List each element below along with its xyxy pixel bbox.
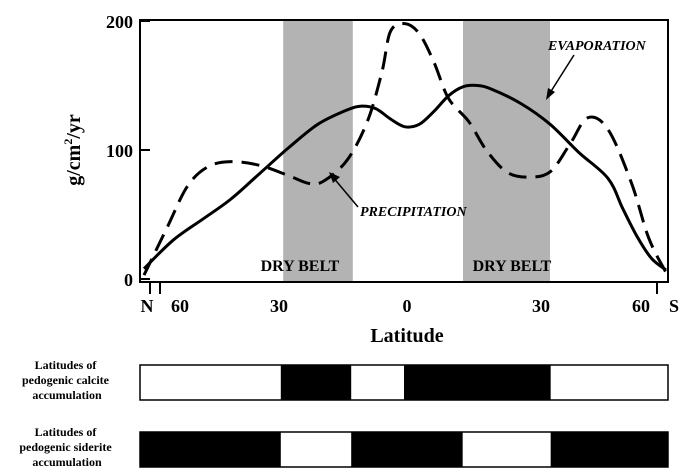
x-tick-label-30s: 30 <box>532 296 550 316</box>
calcite-label-line-3: accumulation <box>32 388 102 402</box>
siderite-bar-segment-2 <box>280 432 352 467</box>
evaporation-annotation: EVAPORATION <box>547 39 647 54</box>
y-axis <box>140 20 150 280</box>
siderite-bar-segment-5 <box>462 432 552 467</box>
calcite-bar-segment-6 <box>550 365 669 400</box>
siderite-accumulation-bar <box>140 432 669 467</box>
precipitation-curve <box>142 21 668 276</box>
x-tick-label-s: S <box>669 296 679 316</box>
evaporation-curve <box>142 83 667 272</box>
y-tick-label-200: 200 <box>106 12 133 32</box>
precipitation-arrowhead <box>329 172 340 183</box>
y-axis-title-main: g/cm <box>63 144 85 185</box>
precipitation-leader-line <box>331 175 359 208</box>
y-axis-title-sup: 2 <box>61 139 75 145</box>
y-axis-title: g/cm2/yr <box>61 114 85 186</box>
calcite-bar-segment-3 <box>351 365 405 400</box>
siderite-bar-label: Latitudes of pedogenic siderite accumula… <box>19 425 114 469</box>
x-tick-label-60s: 60 <box>632 296 650 316</box>
plot-frame <box>139 19 669 283</box>
dry-belt-label-south: DRY BELT <box>473 258 552 275</box>
calcite-bar-segment-2 <box>280 365 352 400</box>
siderite-bar-segment-1 <box>140 432 282 467</box>
calcite-bar-frame <box>139 364 669 401</box>
calcite-bar-segment-4 <box>404 365 464 400</box>
y-tick-label-0: 0 <box>124 270 133 290</box>
calcite-label-line-1: Latitudes of <box>35 358 98 372</box>
siderite-label-line-2: pedogenic siderite <box>19 440 112 454</box>
y-tick-label-100: 100 <box>106 141 133 161</box>
calcite-bar-label: Latitudes of pedogenic calcite accumulat… <box>22 358 112 402</box>
siderite-label-line-3: accumulation <box>32 455 102 469</box>
siderite-bar-segment-3 <box>351 432 405 467</box>
evaporation-arrowhead <box>546 88 555 100</box>
evaporation-leader-line <box>547 54 575 97</box>
x-tick-label-30n: 30 <box>270 296 288 316</box>
x-axis <box>149 282 658 294</box>
siderite-bar-frame <box>139 431 669 468</box>
y-axis-title-tail: /yr <box>63 114 85 140</box>
siderite-bar-segment-4 <box>404 432 464 467</box>
siderite-bar-segment-6 <box>550 432 669 467</box>
siderite-label-line-1: Latitudes of <box>35 425 98 439</box>
dry-belt-band-1 <box>283 20 353 282</box>
x-axis-title: Latitude <box>370 325 443 347</box>
dry-belt-bands <box>283 20 550 282</box>
calcite-bar-segment-5 <box>462 365 552 400</box>
x-tick-label-0: 0 <box>403 296 412 316</box>
calcite-label-line-2: pedogenic calcite <box>22 373 110 387</box>
dry-belt-label-north: DRY BELT <box>261 258 340 275</box>
calcite-bar-segment-1 <box>140 365 282 400</box>
dry-belt-band-2 <box>463 20 550 282</box>
precipitation-annotation: PRECIPITATION <box>360 205 467 220</box>
x-tick-label-60n: 60 <box>171 296 189 316</box>
calcite-accumulation-bar <box>140 365 669 400</box>
x-tick-label-n: N <box>141 296 154 316</box>
